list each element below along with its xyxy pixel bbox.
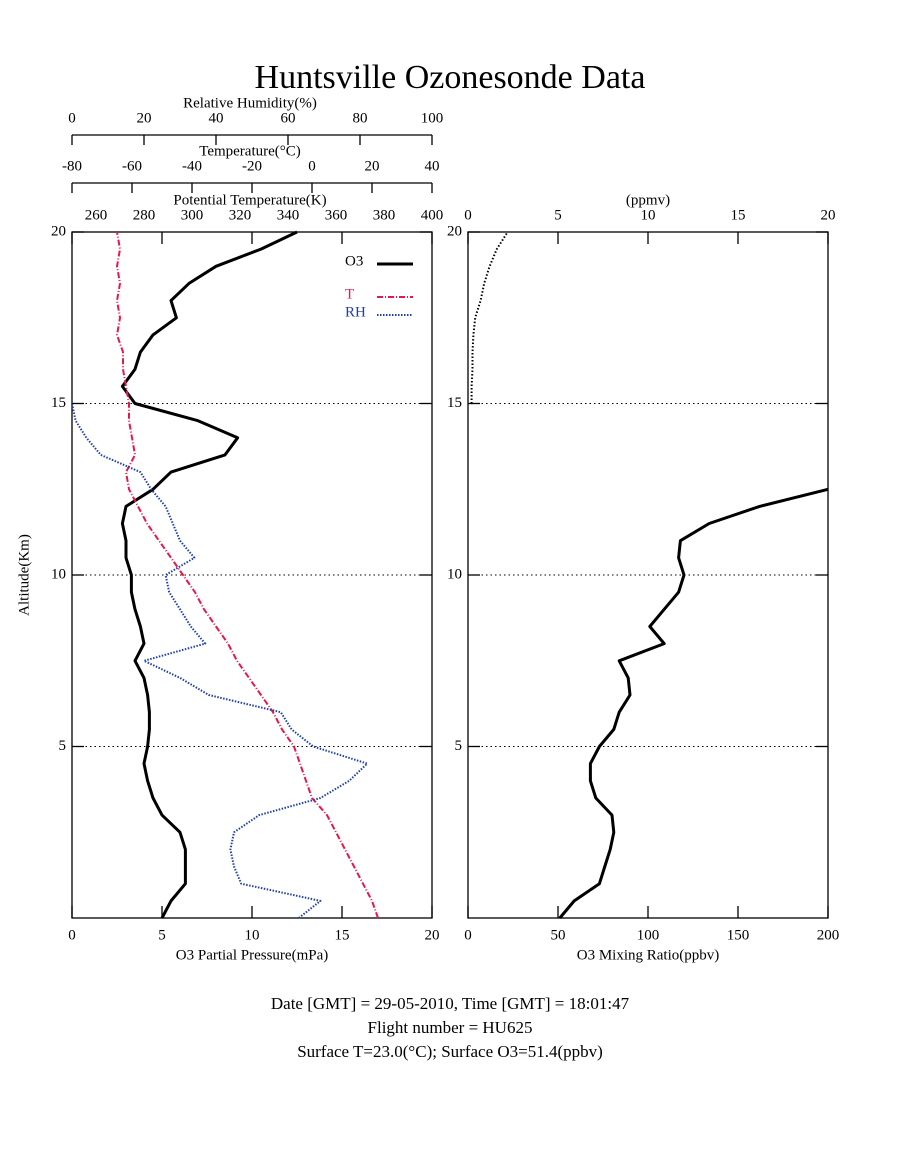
top-tick-label: 260 bbox=[85, 207, 108, 223]
y-axis-label: Altitude(Km) bbox=[16, 534, 32, 616]
y-tick-label: 5 bbox=[59, 738, 67, 754]
top-tick-label: -80 bbox=[62, 158, 82, 174]
top-tick-label: 280 bbox=[133, 207, 156, 223]
x-tick-label: 20 bbox=[425, 927, 440, 943]
top-tick-label: 340 bbox=[277, 207, 300, 223]
top-tick-label: 320 bbox=[229, 207, 252, 223]
top-tick-label: 0 bbox=[464, 207, 472, 223]
x-tick-label: 0 bbox=[68, 927, 76, 943]
footer: Flight number = HU625 bbox=[368, 1018, 533, 1037]
top-tick-label: 40 bbox=[425, 158, 440, 174]
x-tick-label: 0 bbox=[464, 927, 472, 943]
x-tick-label: 5 bbox=[158, 927, 166, 943]
top-axis-label: Temperature(°C) bbox=[199, 143, 301, 159]
top-tick-label: 300 bbox=[181, 207, 204, 223]
top-tick-label: -20 bbox=[242, 158, 262, 174]
top-tick-label: 20 bbox=[137, 110, 152, 126]
top-tick-label: 380 bbox=[373, 207, 396, 223]
y-tick-label: 10 bbox=[447, 566, 462, 582]
x-tick-label: 10 bbox=[245, 927, 260, 943]
x-tick-label: 50 bbox=[551, 927, 566, 943]
x-tick-label: 100 bbox=[637, 927, 660, 943]
series-line bbox=[558, 487, 829, 919]
y-tick-label: 15 bbox=[51, 395, 66, 411]
y-tick-label: 5 bbox=[455, 738, 463, 754]
footer: Surface T=23.0(°C); Surface O3=51.4(ppbv… bbox=[297, 1042, 603, 1061]
series-line bbox=[71, 403, 369, 919]
x-tick-label: 200 bbox=[817, 927, 840, 943]
top-tick-label: -40 bbox=[182, 158, 202, 174]
top-tick-label: 360 bbox=[325, 207, 348, 223]
top-tick-label: 15 bbox=[731, 207, 746, 223]
x-axis-label: O3 Partial Pressure(mPa) bbox=[176, 947, 328, 963]
top-tick-label: 20 bbox=[365, 158, 380, 174]
top-tick-label: 100 bbox=[421, 110, 444, 126]
top-tick-label: 0 bbox=[68, 110, 76, 126]
y-tick-label: 10 bbox=[51, 566, 66, 582]
top-tick-label: 20 bbox=[821, 207, 836, 223]
y-tick-label: 15 bbox=[447, 395, 462, 411]
y-tick-label: 20 bbox=[447, 223, 462, 239]
top-tick-label: 0 bbox=[308, 158, 316, 174]
legend-label: O3 bbox=[345, 253, 363, 269]
legend-label: RH bbox=[345, 304, 366, 320]
y-tick-label: 20 bbox=[51, 223, 66, 239]
top-tick-label: 400 bbox=[421, 207, 444, 223]
series-line bbox=[120, 230, 298, 919]
series-line bbox=[470, 231, 509, 404]
top-axis-label: (ppmv) bbox=[626, 192, 670, 208]
series-line bbox=[116, 231, 379, 919]
top-tick-label: 10 bbox=[641, 207, 656, 223]
top-tick-label: 40 bbox=[209, 110, 224, 126]
top-tick-label: 5 bbox=[554, 207, 562, 223]
top-axis-label: Relative Humidity(%) bbox=[183, 95, 317, 111]
top-tick-label: -60 bbox=[122, 158, 142, 174]
x-tick-label: 150 bbox=[727, 927, 750, 943]
legend-label: T bbox=[345, 286, 354, 302]
top-axis-label: Potential Temperature(K) bbox=[173, 192, 326, 208]
footer: Date [GMT] = 29-05-2010, Time [GMT] = 18… bbox=[271, 994, 630, 1013]
top-tick-label: 60 bbox=[281, 110, 296, 126]
top-tick-label: 80 bbox=[353, 110, 368, 126]
chart-title: Huntsville Ozonesonde Data bbox=[255, 59, 646, 96]
x-axis-label: O3 Mixing Ratio(ppbv) bbox=[577, 947, 720, 963]
x-tick-label: 15 bbox=[335, 927, 350, 943]
